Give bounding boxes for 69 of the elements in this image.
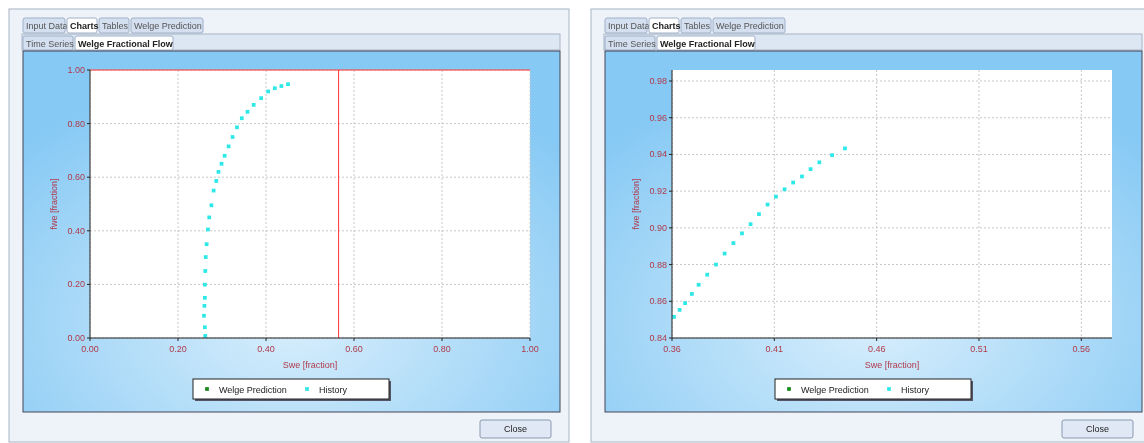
y-tick-label: 0.90 bbox=[649, 222, 667, 233]
x-tick-label: 0.60 bbox=[345, 344, 363, 354]
point bbox=[683, 301, 687, 305]
point bbox=[235, 125, 239, 130]
point bbox=[774, 194, 778, 199]
tab: Welge Fractional Flow bbox=[656, 35, 756, 51]
y-tick-label: 0.80 bbox=[67, 118, 85, 129]
y-axis-title: fwe [fraction] bbox=[49, 178, 59, 230]
x-tick-label: 0.41 bbox=[765, 344, 784, 354]
y-tick-label: 0.20 bbox=[67, 279, 85, 290]
tab: Tables bbox=[98, 17, 130, 34]
y-tick-label: 0.92 bbox=[649, 186, 667, 197]
x-axis-title: Swe [fraction] bbox=[282, 360, 338, 370]
tab: Time Series bbox=[604, 35, 656, 51]
x-tick-label: 0.80 bbox=[433, 344, 451, 354]
legend-label: History bbox=[901, 384, 930, 395]
tab: Welge Prediction bbox=[712, 17, 786, 34]
point bbox=[203, 255, 208, 259]
tab: Welge Fractional Flow bbox=[74, 35, 174, 51]
y-tick-label: 0.84 bbox=[649, 333, 667, 343]
point bbox=[272, 86, 277, 91]
point bbox=[222, 153, 227, 158]
x-tick-label: 0.40 bbox=[257, 344, 275, 354]
y-tick-label: 0.96 bbox=[649, 112, 667, 123]
legend-label: History bbox=[319, 384, 348, 395]
point bbox=[286, 82, 290, 87]
y-tick-label: 0.88 bbox=[649, 259, 667, 270]
point bbox=[817, 160, 822, 165]
x-axis-title: Swe [fraction] bbox=[864, 360, 920, 370]
point bbox=[202, 325, 207, 330]
tab: Time Series bbox=[22, 35, 74, 51]
point bbox=[740, 231, 744, 236]
tab: Input Data bbox=[604, 17, 650, 34]
point bbox=[259, 96, 264, 101]
x-tick-label: 0.46 bbox=[867, 344, 886, 354]
point bbox=[202, 295, 207, 300]
y-tick-label: 0.86 bbox=[649, 296, 667, 307]
point bbox=[689, 292, 694, 296]
legend-label: Welge Prediction bbox=[219, 384, 287, 395]
point bbox=[251, 102, 256, 107]
x-tick-label: 0.51 bbox=[970, 344, 988, 354]
y-tick-label: 0.60 bbox=[67, 172, 85, 183]
x-tick-label: 0.20 bbox=[169, 344, 187, 354]
x-tick-label: 0.00 bbox=[81, 344, 99, 354]
y-tick-label: 0.94 bbox=[649, 149, 667, 160]
y-tick-label: 0.40 bbox=[67, 225, 85, 236]
tab: Charts bbox=[66, 17, 99, 34]
point bbox=[214, 179, 219, 183]
tab: Charts bbox=[648, 17, 681, 34]
tab: Tables bbox=[680, 17, 712, 34]
tab: Welge Prediction bbox=[130, 17, 204, 34]
close-button: Close bbox=[479, 419, 552, 439]
x-tick-label: 0.56 bbox=[1072, 344, 1091, 354]
point bbox=[830, 153, 834, 158]
y-tick-label: 0.98 bbox=[649, 76, 667, 87]
x-tick-label: 1.00 bbox=[521, 344, 539, 354]
y-axis-title: fwe [fraction] bbox=[631, 178, 641, 230]
point bbox=[705, 272, 710, 277]
point bbox=[202, 313, 206, 318]
point bbox=[202, 282, 207, 287]
x-tick-label: 0.36 bbox=[663, 344, 681, 354]
point bbox=[239, 116, 244, 121]
point bbox=[757, 212, 761, 216]
close-button: Close bbox=[1061, 419, 1134, 439]
point bbox=[203, 269, 208, 273]
legend-label: Welge Prediction bbox=[801, 384, 869, 395]
tab: Input Data bbox=[22, 17, 68, 34]
y-tick-label: 0.00 bbox=[67, 333, 85, 343]
y-tick-label: 1.00 bbox=[67, 65, 85, 75]
